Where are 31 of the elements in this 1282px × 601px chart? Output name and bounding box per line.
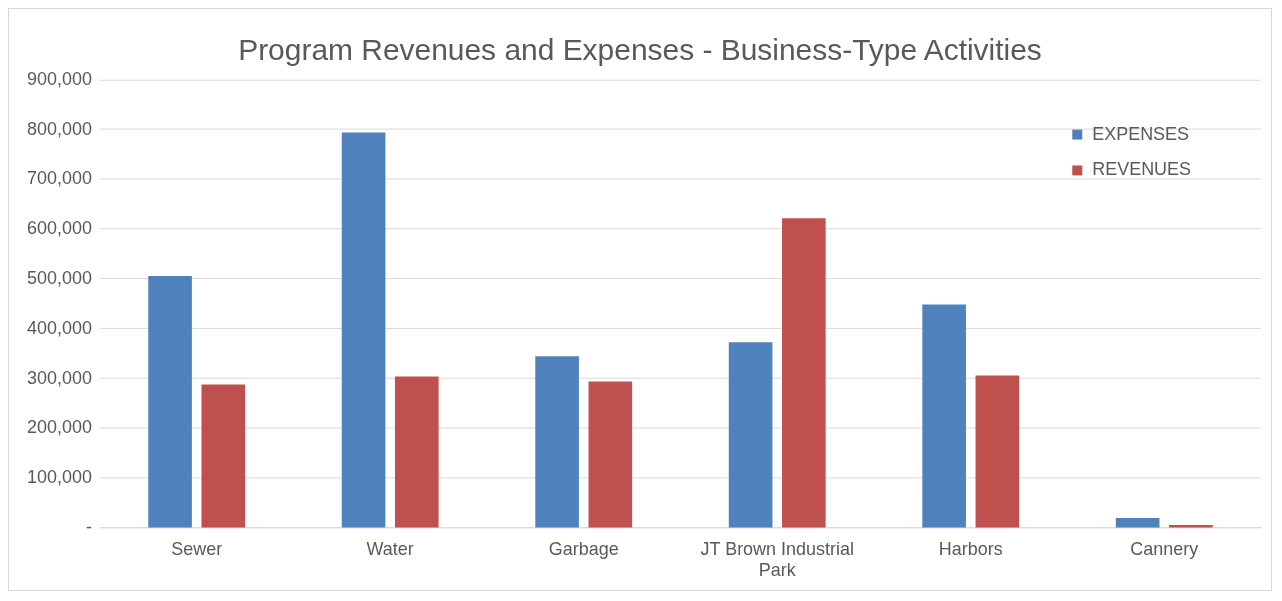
bar [588, 381, 633, 528]
legend-label: EXPENSES [1092, 123, 1190, 144]
bar [1115, 518, 1160, 528]
legend-label: REVENUES [1092, 159, 1192, 180]
y-tick-label: 300,000 [27, 367, 92, 388]
x-tick-label: Water [366, 538, 414, 559]
bar [148, 275, 192, 528]
bar [728, 342, 773, 528]
y-tick-label: 800,000 [27, 118, 92, 139]
bar [975, 375, 1020, 528]
y-tick-label: 900,000 [27, 68, 92, 89]
x-tick-label: Harbors [938, 538, 1003, 559]
y-tick-label: 600,000 [27, 218, 92, 239]
bar [201, 384, 246, 528]
bar [535, 356, 579, 528]
bar [341, 132, 386, 528]
y-tick-label: 500,000 [27, 267, 92, 288]
bar [782, 218, 826, 528]
bar [922, 304, 966, 528]
y-tick-label: 400,000 [27, 317, 92, 338]
x-tick-label: Garbage [548, 538, 619, 559]
chart-title: Program Revenues and Expenses - Business-Type Activities [238, 33, 1042, 67]
y-tick-label: - [85, 516, 92, 537]
y-tick-label: 100,000 [27, 467, 92, 488]
y-tick-label: 200,000 [27, 417, 92, 438]
x-tick-label: Sewer [171, 538, 223, 559]
x-tick-label: JT Brown Industrial Park [700, 538, 854, 581]
bar [394, 376, 439, 528]
y-tick-label: 700,000 [27, 168, 92, 189]
bar [1169, 525, 1213, 528]
x-tick-label: Cannery [1130, 538, 1199, 559]
